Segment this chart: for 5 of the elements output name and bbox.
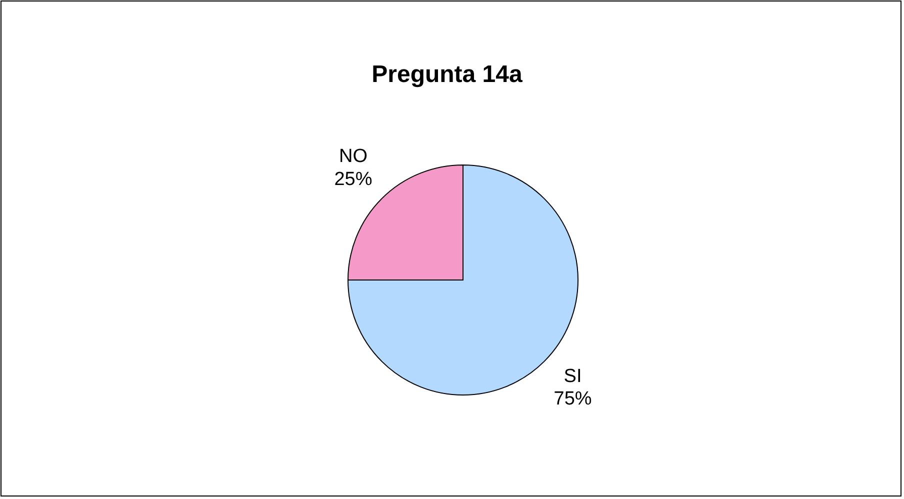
slice-label: NO — [338, 146, 368, 168]
slice-label: SI — [564, 366, 582, 387]
data-label: 75% — [554, 388, 592, 410]
chart-title: Pregunta 14a — [372, 61, 524, 88]
data-label: 25% — [334, 169, 372, 190]
